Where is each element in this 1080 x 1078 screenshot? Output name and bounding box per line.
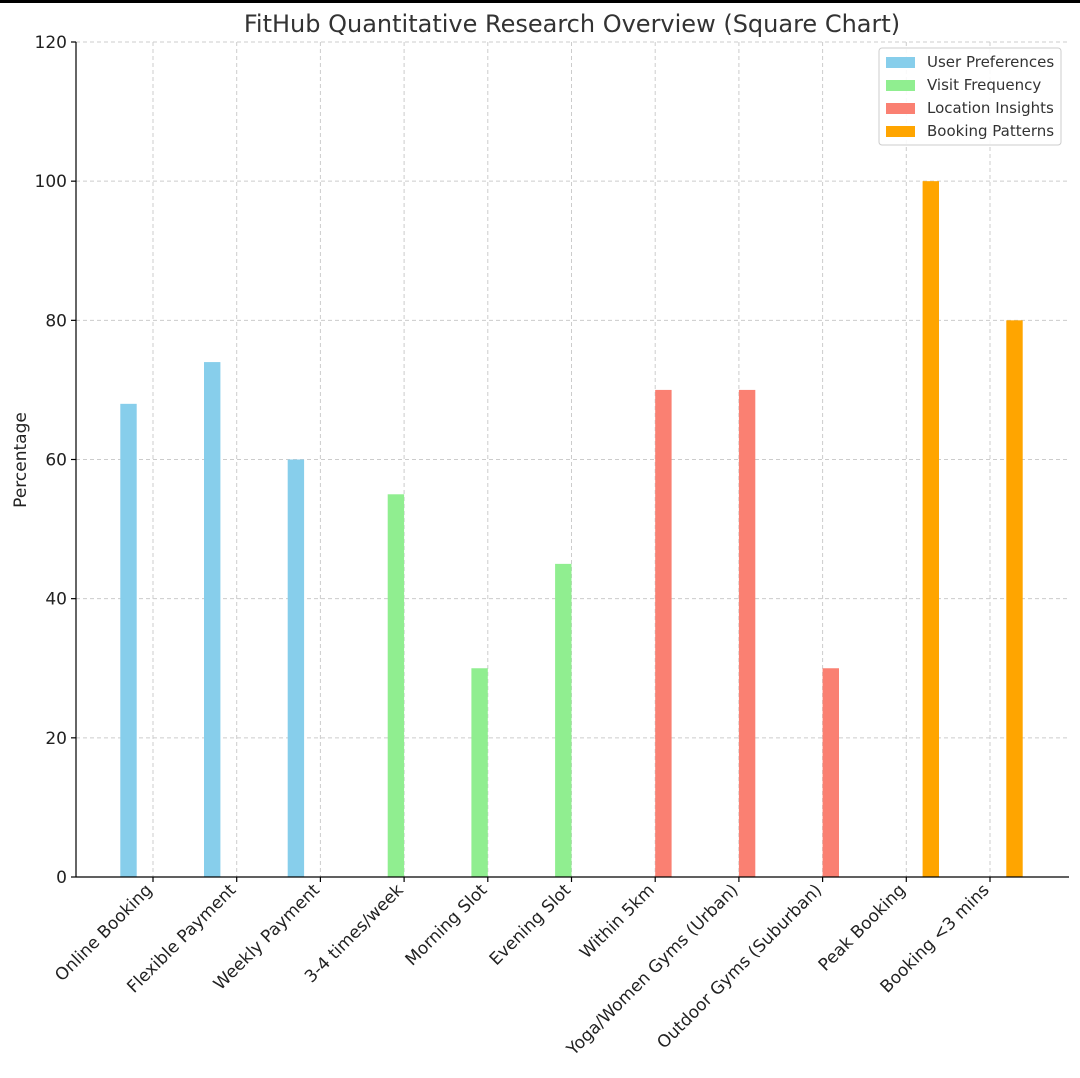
legend: User Preferences Visit Frequency Location …: [878, 47, 1062, 146]
y-tick-label-3: 60: [45, 451, 67, 471]
legend-swatch-3: [886, 126, 915, 137]
x-tick-label-4: Morning Slot: [402, 880, 492, 970]
x-tick-label-5: Evening Slot: [486, 880, 576, 970]
bar-2-6: [655, 389, 672, 877]
y-tick-label-6: 120: [35, 33, 67, 53]
y-tick-label-0: 0: [56, 868, 67, 888]
bar-0-2: [287, 459, 305, 877]
bar-1-3: [387, 494, 405, 877]
y-tick-label-4: 80: [45, 311, 67, 331]
x-tick-label-9: Peak Booking: [815, 880, 910, 975]
y-tick-label-1: 20: [45, 729, 67, 749]
legend-box: [878, 47, 1062, 146]
y-tick-label-5: 100: [35, 172, 67, 192]
legend-label-2: Location Insights: [927, 99, 1054, 117]
top-border-line: [0, 0, 1080, 3]
bar-1-4: [471, 668, 488, 877]
chart-title: FitHub Quantitative Research Overview (S…: [244, 10, 900, 38]
y-tick-labels: 0 20 40 60 80 100 120: [35, 33, 76, 888]
y-tick-label-2: 40: [45, 590, 67, 610]
y-axis-label: Percentage: [11, 412, 31, 508]
bar-2-7: [738, 389, 756, 877]
bar-3-9: [922, 181, 939, 877]
legend-swatch-2: [886, 103, 915, 114]
legend-swatch-0: [886, 57, 915, 68]
legend-swatch-1: [886, 80, 915, 91]
legend-label-1: Visit Frequency: [927, 76, 1041, 94]
bar-1-5: [555, 563, 572, 877]
bar-0-0: [120, 403, 137, 877]
bar-3-10: [1006, 320, 1023, 877]
x-tick-label-6: Within 5km: [576, 880, 659, 963]
legend-label-3: Booking Patterns: [927, 122, 1054, 140]
bar-2-8: [822, 668, 839, 877]
x-tick-label-8: Outdoor Gyms (Suburban): [653, 880, 826, 1053]
x-tick-label-7: Yoga/Women Gyms (Urban): [562, 880, 742, 1060]
bars: [120, 181, 1023, 877]
grid-lines: [76, 41, 1069, 878]
legend-label-0: User Preferences: [927, 53, 1054, 71]
bar-0-1: [204, 362, 221, 877]
